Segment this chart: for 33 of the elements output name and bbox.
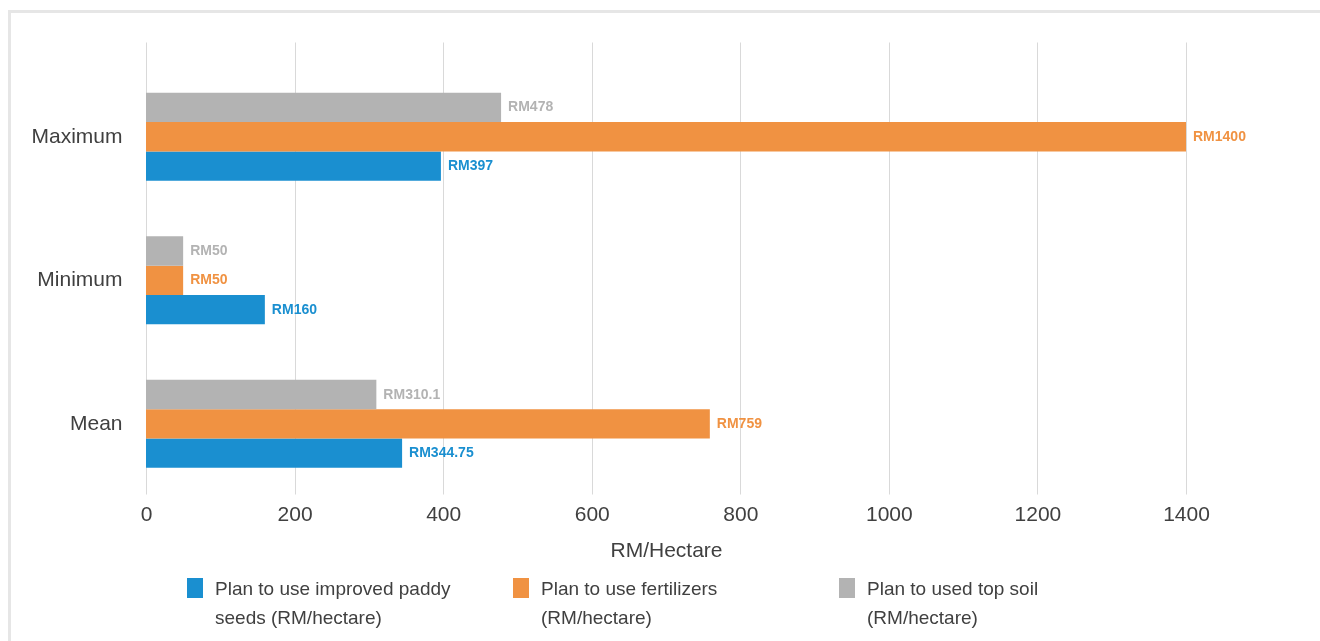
- legend-label: Plan to use fertilizers (RM/hectare): [541, 578, 718, 628]
- x-tick-label: 600: [574, 501, 610, 525]
- data-label: RM160: [271, 300, 318, 317]
- bar: [146, 409, 710, 439]
- data-label: RM310.1: [383, 385, 441, 402]
- x-tick-label: 1000: [866, 501, 913, 525]
- bar: [146, 236, 184, 266]
- x-tick-label: 800: [723, 501, 759, 525]
- bar: [146, 294, 265, 325]
- x-tick-label: 0: [140, 501, 153, 525]
- data-label: RM50: [190, 271, 228, 288]
- x-tick-label: 200: [277, 501, 313, 525]
- data-label: RM1400: [1193, 127, 1247, 144]
- data-label: RM759: [716, 414, 763, 431]
- y-tick-label: Maximum: [31, 123, 123, 147]
- bar: [146, 151, 441, 181]
- x-tick-label: 1400: [1163, 501, 1210, 525]
- x-tick-label: 400: [426, 501, 462, 525]
- data-label: RM478: [508, 98, 554, 115]
- data-label: RM344.75: [409, 444, 474, 461]
- x-tick-label: 1200: [1014, 501, 1062, 525]
- bar: [146, 92, 502, 123]
- bar: [146, 265, 184, 295]
- bar: [146, 379, 377, 410]
- legend-label: Plan to used top soil (RM/hectare): [867, 578, 1039, 628]
- bar: [146, 122, 1186, 152]
- y-tick-label: Mean: [69, 410, 123, 434]
- y-tick-label: Minimum: [37, 267, 123, 291]
- bar: [146, 438, 403, 468]
- data-label: RM50: [190, 241, 228, 258]
- data-label: RM397: [447, 157, 494, 174]
- x-axis-title: RM/Hectare: [610, 537, 723, 561]
- legend-label: Plan to use improved paddy seeds (RM/hectare): [215, 578, 452, 628]
